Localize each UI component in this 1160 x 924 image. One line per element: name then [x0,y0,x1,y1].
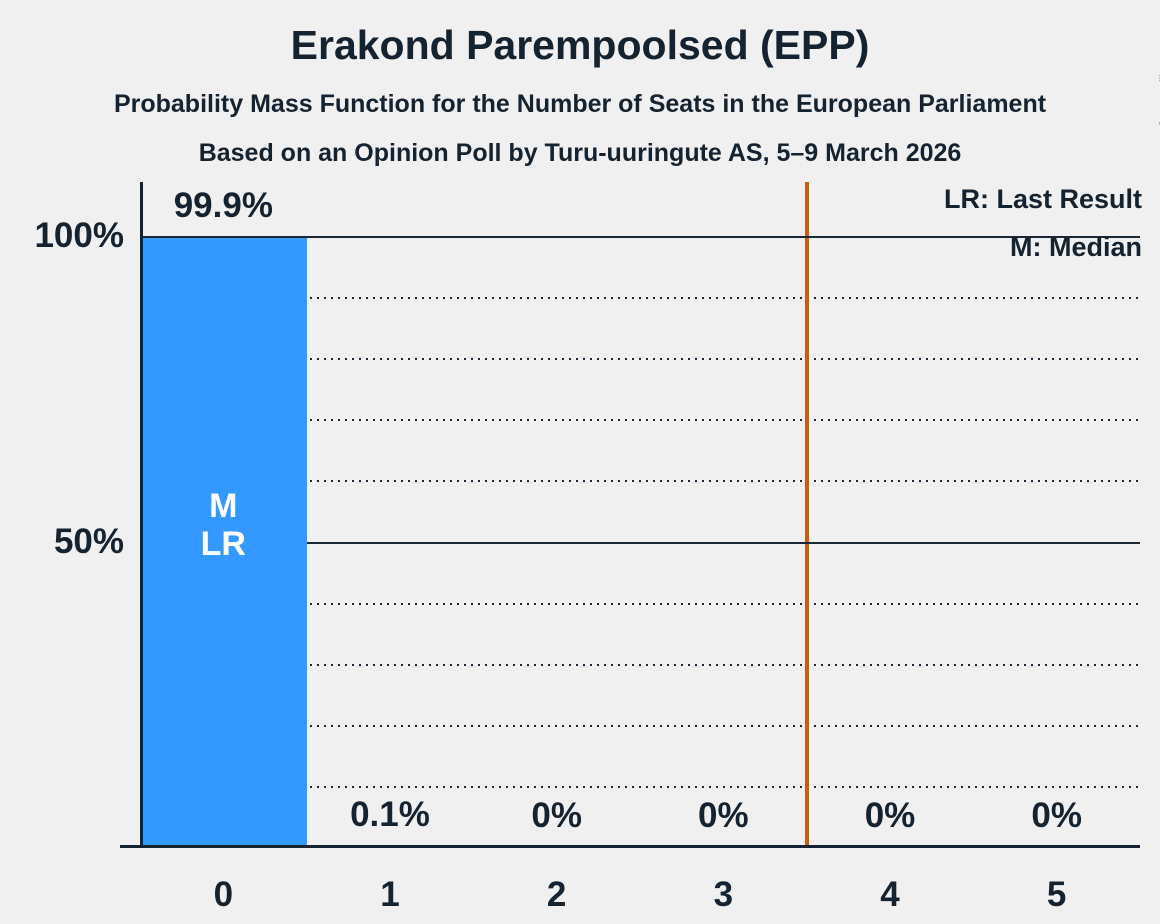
x-axis-tick-4: 4 [880,875,900,914]
x-axis-tick-0: 0 [213,875,234,914]
value-label-seats-3: 0% [698,796,749,835]
gridline-90pct [142,297,1140,300]
legend-last-result: LR: Last Result [943,184,1142,214]
value-label-seats-1: 0.1% [350,795,430,835]
chart-subsubtitle: Based on an Opinion Poll by Turu-uuringu… [198,139,962,167]
gridline-80pct [142,358,1140,361]
y-axis-tick-100: 100% [34,216,124,255]
bar-annotation-median-lastresult: M LR [140,487,307,563]
last-result-line [804,182,809,848]
x-axis-tick-1: 1 [380,875,400,914]
y-axis-line [140,182,143,848]
value-label-seats-0: 99.9% [173,185,273,225]
value-label-seats-2: 0% [531,796,582,835]
median-marker-label: M [209,487,238,525]
x-axis-line [120,845,1140,848]
chart-title: Erakond Parempoolsed (EPP) [290,22,870,68]
gridline-70pct [142,419,1140,422]
gridline-10pct [142,785,1140,788]
x-axis-tick-5: 5 [1046,875,1067,914]
value-label-seats-5: 0% [1031,796,1082,835]
plot-area: 99.9% 0 0.1% 1 0% 2 0% 3 0% 4 0% 5 M LR [120,182,1140,914]
x-axis-tick-3: 3 [713,875,734,914]
gridline-100pct [142,236,1140,238]
last-result-marker-label: LR [200,525,246,563]
x-axis-tick-2: 2 [546,875,567,914]
gridline-40pct [142,602,1140,605]
value-label-seats-4: 0% [864,796,916,835]
bar-seats-0 [142,237,307,848]
gridline-30pct [142,663,1140,666]
gridline-50pct [142,541,1140,544]
chart-subtitle: Probability Mass Function for the Number… [113,90,1047,118]
legend-median: M: Median [1010,232,1142,262]
gridline-60pct [142,480,1140,483]
gridline-20pct [142,724,1140,727]
y-axis-tick-50: 50% [53,522,124,561]
